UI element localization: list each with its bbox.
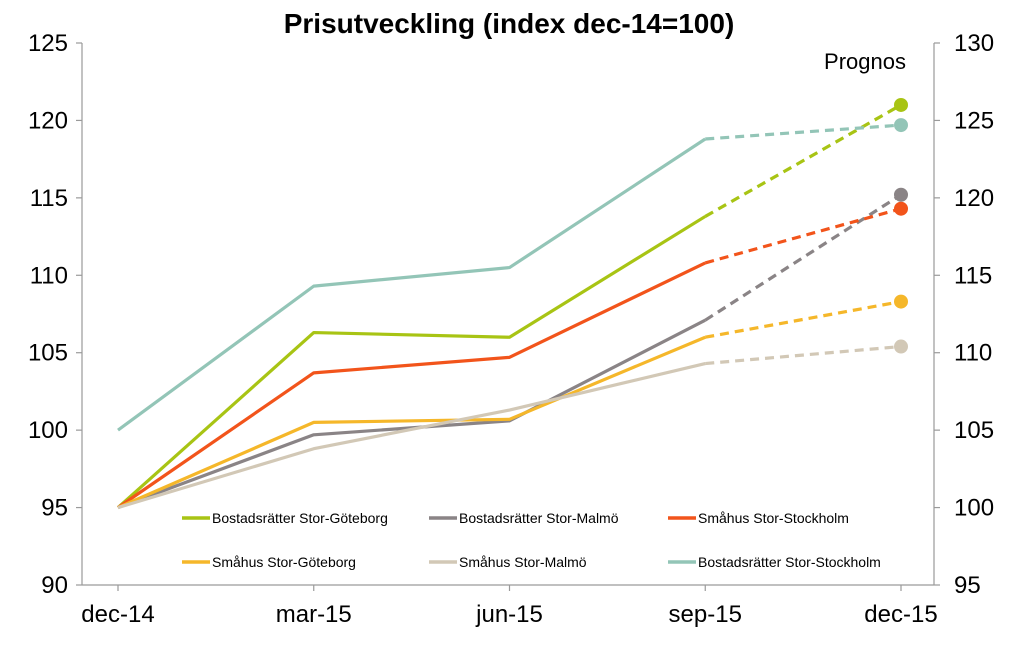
series-line-actual: [116, 215, 707, 509]
x-tick-label: dec-14: [81, 601, 154, 628]
series-line-actual: [117, 261, 706, 509]
series-line-forecast: [704, 300, 902, 339]
series-line-forecast: [705, 344, 902, 366]
series-line-forecast: [704, 193, 902, 322]
left-tick-label: 125: [28, 30, 68, 57]
series-line-actual: [117, 137, 707, 432]
left-tick-label: 90: [41, 572, 68, 599]
series-3: [117, 294, 908, 510]
left-tick-label: 115: [30, 185, 68, 212]
legend-label: Bostadsrätter Stor-Malmö: [459, 510, 619, 526]
series-endpoint-marker: [894, 201, 908, 216]
chart-title: Prisutveckling (index dec-14=100): [284, 8, 735, 39]
right-tick-label: 95: [954, 572, 981, 599]
x-tick-label: sep-15: [669, 601, 742, 628]
series-endpoint-marker: [894, 118, 908, 133]
left-tick-label: 105: [28, 340, 68, 367]
x-tick-label: mar-15: [276, 601, 352, 628]
series-layer: [116, 97, 908, 510]
series-1: [117, 187, 908, 510]
right-tick-label: 120: [954, 185, 994, 212]
series-0: [116, 97, 908, 509]
series-endpoint-marker: [894, 187, 908, 202]
right-tick-label: 130: [954, 30, 994, 57]
right-tick-label: 115: [954, 262, 992, 289]
legend: Bostadsrätter Stor-Göteborg Bostadsrätter…: [182, 510, 881, 570]
left-tick-label: 95: [41, 495, 68, 522]
series-endpoint-marker: [894, 97, 908, 112]
series-endpoint-marker: [894, 294, 908, 309]
x-tick-label: jun-15: [475, 601, 543, 628]
series-endpoint-marker: [894, 339, 908, 354]
series-line-actual: [117, 361, 706, 510]
series-line-actual: [117, 335, 706, 510]
series-2: [117, 201, 908, 509]
right-tick-label: 100: [954, 495, 994, 522]
legend-label: Småhus Stor-Stockholm: [698, 510, 849, 526]
right-tick-label: 110: [954, 340, 992, 367]
right-tick-label: 105: [954, 417, 994, 444]
legend-label: Småhus Stor-Göteborg: [212, 554, 356, 570]
series-5: [117, 118, 908, 432]
series-line-forecast: [705, 123, 902, 141]
x-tick-label: dec-15: [864, 601, 937, 628]
left-tick-label: 100: [28, 417, 68, 444]
series-line-forecast: [704, 207, 902, 265]
right-tick-label: 125: [954, 107, 994, 134]
series-line-forecast: [704, 103, 902, 218]
series-4: [117, 339, 908, 510]
legend-label: Bostadsrätter Stor-Göteborg: [212, 510, 388, 526]
forecast-label: Prognos: [824, 49, 906, 74]
left-tick-label: 120: [28, 107, 68, 134]
left-tick-label: 110: [30, 262, 68, 289]
legend-label: Bostadsrätter Stor-Stockholm: [698, 554, 881, 570]
legend-label: Småhus Stor-Malmö: [459, 554, 587, 570]
axes: 90 95 100 105 110 115 120 125 95 100 105 110 115 120 1…: [28, 30, 994, 628]
